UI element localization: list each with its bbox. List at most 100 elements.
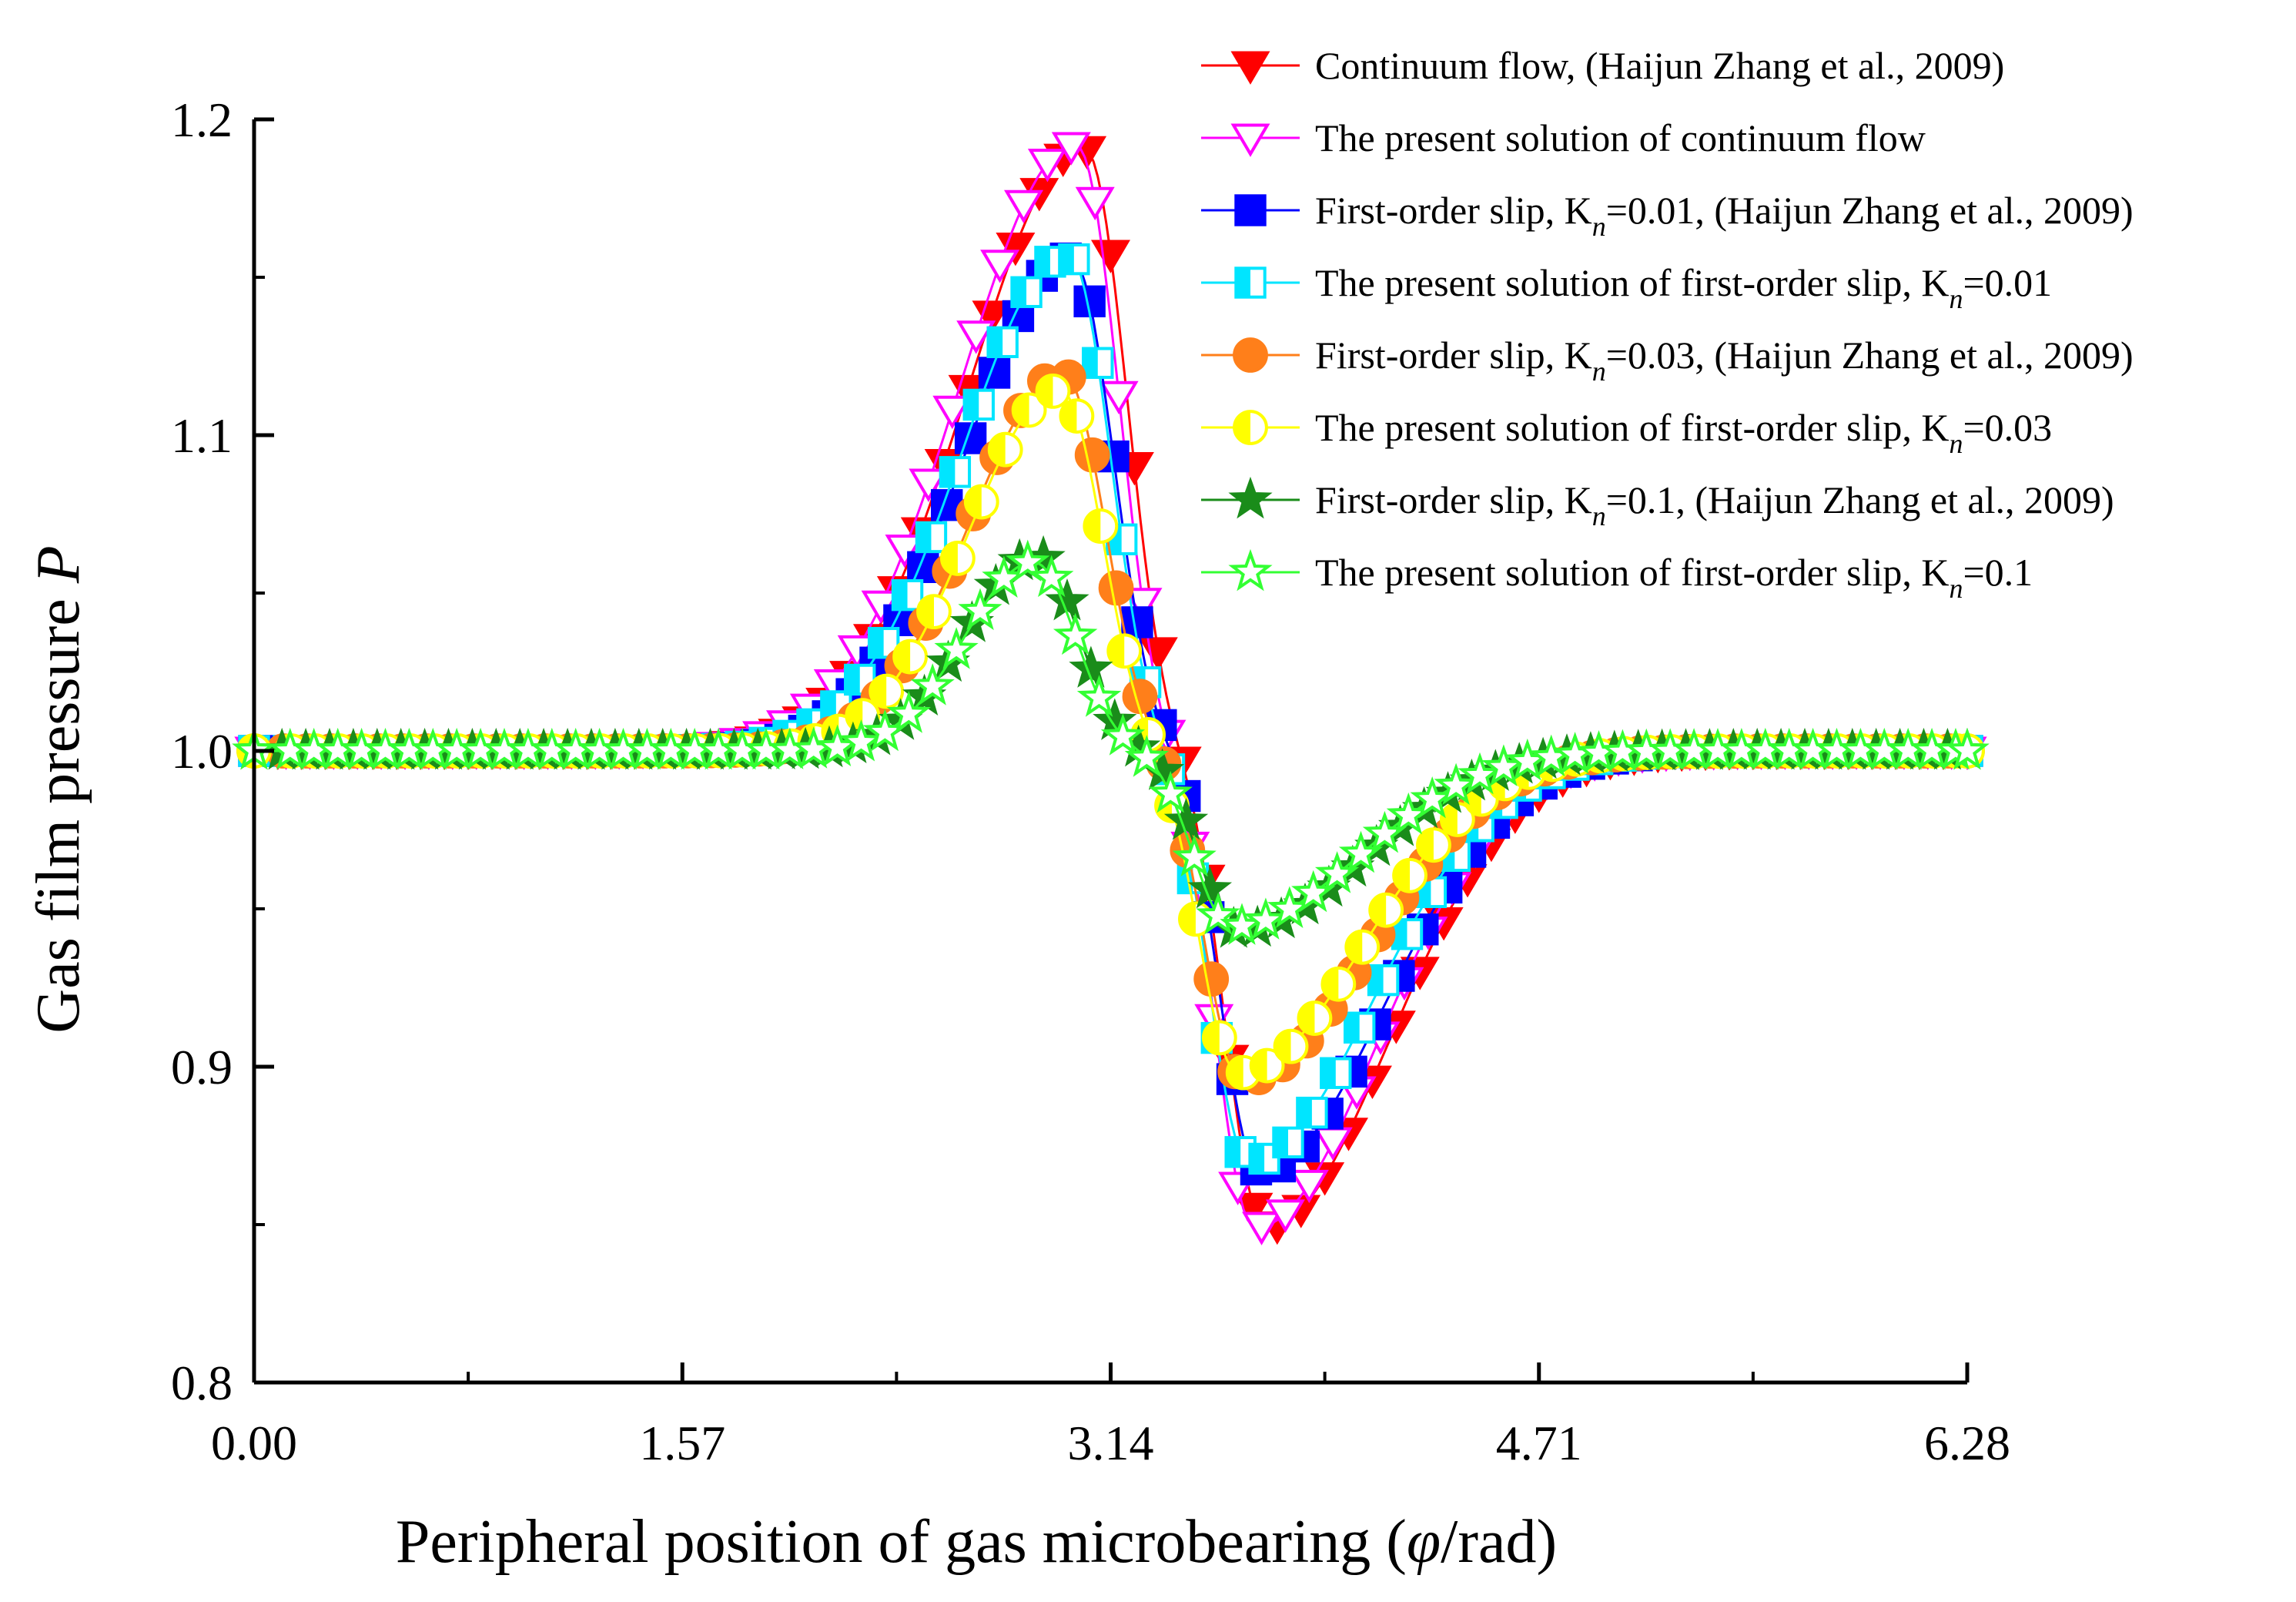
data-point — [1344, 929, 1381, 965]
marker-shape — [1027, 149, 1067, 183]
data-point — [1297, 1000, 1333, 1036]
data-point — [1045, 578, 1089, 621]
marker-shape — [1230, 51, 1270, 85]
marker-half-fill — [1060, 400, 1077, 433]
data-point — [1392, 857, 1427, 893]
data-point — [1243, 897, 1288, 940]
y-tick-label: 1.0 — [171, 724, 233, 779]
data-point — [963, 484, 999, 520]
marker-half-fill — [1368, 965, 1384, 995]
marker-half-fill — [1234, 411, 1250, 444]
legend-marker — [1230, 123, 1270, 157]
data-point — [1121, 606, 1153, 638]
marker-shape — [980, 250, 1020, 283]
data-point — [1106, 633, 1143, 669]
marker-half-fill — [1298, 1002, 1315, 1034]
x-tick-label: 6.28 — [1924, 1416, 2010, 1470]
marker-shape — [1093, 698, 1137, 740]
data-point — [915, 521, 948, 554]
marker-shape — [958, 588, 1002, 631]
legend-label: The present solution of first-order slip… — [1315, 261, 2052, 314]
data-point — [910, 663, 955, 705]
marker-half-fill — [894, 640, 911, 673]
legend-entry-2: The present solution of continuum flow — [1201, 116, 1926, 159]
marker-shape — [1410, 776, 1454, 819]
marker-half-fill — [916, 522, 932, 552]
marker-half-fill — [1346, 930, 1363, 964]
x-tick-label: 0.00 — [211, 1416, 297, 1470]
plot-marks — [232, 132, 1990, 1245]
marker-half-fill — [1059, 244, 1074, 274]
marker-half-fill — [869, 628, 884, 658]
marker-shape — [910, 663, 955, 705]
marker-half-fill — [1441, 803, 1458, 836]
marker-half-fill — [1180, 903, 1196, 936]
marker-half-fill — [940, 457, 956, 487]
data-point — [1163, 797, 1209, 840]
marker-shape — [1099, 380, 1139, 415]
data-point — [1124, 735, 1170, 777]
data-point — [1082, 347, 1114, 379]
marker-half-fill — [988, 327, 1003, 357]
legend-entry-5: First-order slip, Kn=0.03, (Haijun Zhang… — [1201, 333, 2134, 387]
data-point — [1091, 240, 1130, 273]
data-point — [1172, 834, 1217, 877]
marker-shape — [1289, 1169, 1329, 1204]
marker-shape — [1434, 762, 1478, 805]
data-point — [954, 422, 987, 454]
marker-half-fill — [1012, 394, 1029, 427]
marker-shape — [1233, 337, 1268, 373]
data-point — [980, 250, 1020, 283]
marker-half-fill — [1227, 1056, 1243, 1089]
legend-marker — [1228, 548, 1273, 592]
marker-half-fill — [1012, 277, 1027, 307]
x-axis-title: Peripheral position of gas microbearing … — [396, 1508, 1557, 1576]
marker-shape — [1124, 735, 1170, 777]
data-point — [1272, 1126, 1304, 1159]
marker-shape — [1234, 194, 1267, 226]
data-point — [1075, 186, 1115, 221]
marker-half-fill — [964, 390, 979, 420]
y-tick-label: 0.9 — [171, 1040, 233, 1094]
legend-marker — [1228, 476, 1273, 519]
marker-shape — [838, 719, 884, 762]
marker-shape — [909, 468, 949, 502]
data-point — [939, 541, 976, 576]
marker-half-fill — [1370, 893, 1387, 927]
legend-entry-6: The present solution of first-order slip… — [1201, 406, 2052, 459]
marker-shape — [934, 627, 979, 669]
marker-shape — [1193, 961, 1230, 997]
marker-shape — [886, 691, 931, 733]
legend-label: Continuum flow, (Haijun Zhang et al., 20… — [1315, 44, 2004, 87]
marker-shape — [1196, 892, 1240, 935]
x-tick-label: 1.57 — [639, 1416, 725, 1470]
data-point — [1343, 1011, 1376, 1044]
marker-shape — [1091, 240, 1130, 273]
marker-shape — [1098, 570, 1134, 606]
marker-half-fill — [845, 665, 860, 695]
data-point — [956, 320, 996, 354]
data-point — [932, 395, 972, 430]
legend-marker — [1230, 51, 1270, 85]
data-point — [1011, 392, 1047, 428]
marker-shape — [932, 395, 972, 430]
marker-half-fill — [1274, 1128, 1288, 1158]
data-point — [1035, 373, 1071, 409]
data-point — [1296, 1096, 1328, 1129]
legend-label: The present solution of continuum flow — [1315, 116, 1926, 159]
legend-marker — [1234, 194, 1267, 226]
marker-shape — [1945, 727, 1990, 770]
data-point — [891, 578, 924, 612]
marker-half-fill — [1236, 268, 1250, 297]
marker-shape — [1172, 834, 1217, 877]
marker-shape — [1243, 897, 1288, 940]
marker-half-fill — [965, 485, 982, 518]
y-tick-label: 1.1 — [171, 408, 233, 463]
data-point — [986, 326, 1019, 358]
marker-half-fill — [1250, 1144, 1265, 1174]
data-point — [844, 663, 876, 696]
marker-half-fill — [846, 699, 863, 732]
data-point — [1058, 243, 1090, 276]
marker-shape — [1075, 186, 1115, 221]
